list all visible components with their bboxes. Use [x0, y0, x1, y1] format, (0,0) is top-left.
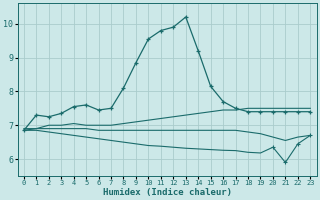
- X-axis label: Humidex (Indice chaleur): Humidex (Indice chaleur): [103, 188, 232, 197]
